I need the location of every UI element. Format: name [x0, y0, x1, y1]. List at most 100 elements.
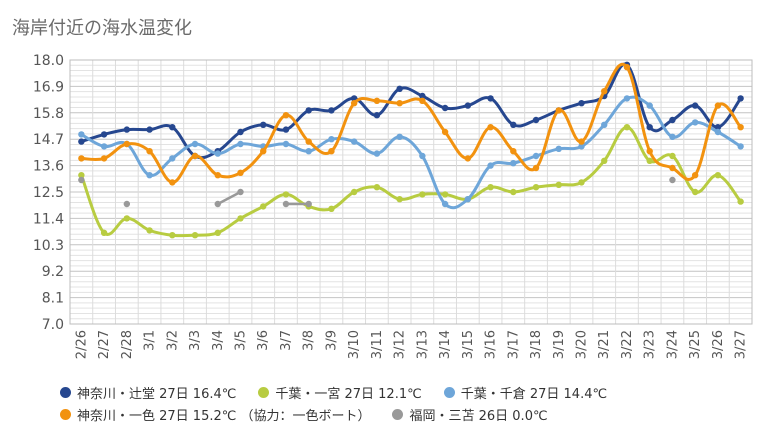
plot-frame [69, 59, 753, 325]
x-tick-label: 3/8 [302, 330, 317, 351]
data-point [260, 203, 267, 210]
legend-marker-tsujido [60, 386, 71, 398]
data-point [237, 215, 244, 222]
legend-marker-ichinomiya [258, 386, 270, 398]
x-tick-label: 3/4 [211, 330, 226, 351]
data-point [714, 172, 722, 179]
data-point [123, 140, 131, 148]
legend-row-2: 神奈川・一色 27日 15.2℃ （協力：一色ボート） 福岡・三苫 26日 0.… [60, 403, 760, 425]
data-point [578, 100, 585, 107]
x-tick-label: 3/10 [347, 330, 362, 359]
data-point [237, 128, 244, 136]
legend-marker-isshiki [60, 408, 71, 420]
data-point [737, 143, 744, 150]
y-tick-label: 12.5 [33, 185, 64, 201]
x-tick-label: 3/3 [188, 330, 203, 351]
data-point [669, 116, 676, 124]
y-tick-label: 14.7 [33, 132, 64, 148]
data-point [441, 191, 449, 198]
y-tick-label: 7.0 [42, 317, 64, 333]
data-point [396, 85, 403, 93]
data-point [691, 172, 699, 179]
data-point [214, 229, 221, 236]
x-tick-label: 3/12 [393, 330, 408, 359]
data-point [350, 188, 358, 196]
data-point [305, 138, 312, 145]
data-point [237, 140, 244, 148]
y-tick-label: 18.0 [33, 53, 64, 69]
data-point [191, 140, 199, 148]
y-tick-label: 15.8 [33, 106, 64, 122]
y-tick-label: 10.3 [33, 238, 64, 254]
legend-item-mitoma[interactable]: 福岡・三苫 26日 0.0℃ [392, 405, 548, 424]
data-point [396, 196, 403, 203]
data-point [464, 102, 472, 109]
legend-label-ichinomiya: 千葉・一宮 27日 12.1℃ [275, 386, 422, 402]
data-point [623, 124, 631, 131]
legend-row-1: 神奈川・辻堂 27日 16.4℃ 千葉・一宮 27日 12.1℃ 千葉・千倉 2… [60, 381, 760, 403]
data-point [646, 148, 653, 155]
data-point [260, 121, 267, 128]
x-tick-label: 3/21 [597, 330, 612, 359]
data-point [191, 152, 199, 160]
x-tick-label: 3/7 [279, 330, 294, 351]
data-point [146, 172, 153, 179]
y-tick-label: 13.6 [33, 159, 64, 175]
data-point [737, 95, 744, 102]
data-point [146, 126, 153, 133]
data-point [441, 104, 449, 112]
legend-item-ichinomiya[interactable]: 千葉・一宮 27日 12.1℃ [258, 383, 422, 402]
legend-item-isshiki[interactable]: 神奈川・一色 27日 15.2℃ （協力：一色ボート） [60, 405, 370, 424]
line-chart: 7.0 8.1 9.2 10.3 11.4 12.5 13.6 14.7 15.8 16.9 18.… [33, 53, 753, 359]
data-point [419, 152, 426, 160]
data-point [601, 157, 608, 164]
data-point [396, 100, 403, 107]
data-point [555, 145, 562, 152]
legend-label-mitoma: 福岡・三苫 26日 0.0℃ [409, 408, 548, 424]
legend-item-tsujido[interactable]: 神奈川・辻堂 27日 16.4℃ [60, 383, 236, 402]
data-point [237, 188, 244, 196]
data-point [169, 232, 176, 239]
x-tick-label: 3/17 [506, 330, 521, 359]
x-tick-label: 2/27 [97, 330, 112, 359]
data-point [714, 124, 722, 131]
data-point [100, 143, 108, 150]
x-tick-label: 3/27 [734, 330, 749, 359]
x-tick-label: 3/15 [461, 330, 476, 359]
data-point [737, 124, 744, 131]
data-point [214, 150, 221, 157]
x-tick-label: 3/24 [665, 330, 680, 359]
data-point [510, 188, 517, 196]
data-point [169, 155, 176, 162]
x-tick-label: 3/25 [688, 330, 703, 359]
data-point [646, 102, 653, 109]
axis-layer: 7.0 8.1 9.2 10.3 11.4 12.5 13.6 14.7 15.8 16.9 18.… [33, 53, 749, 359]
legend-item-chikura[interactable]: 千葉・千倉 27日 14.4℃ [443, 383, 607, 402]
data-point [441, 128, 449, 136]
legend: 神奈川・辻堂 27日 16.4℃ 千葉・一宮 27日 12.1℃ 千葉・千倉 2… [60, 381, 760, 425]
data-point [100, 155, 108, 162]
data-point [464, 196, 472, 203]
x-tick-label: 3/19 [552, 330, 567, 359]
data-point [464, 155, 472, 162]
data-point [305, 148, 312, 155]
data-point [646, 157, 653, 164]
data-point [373, 150, 381, 157]
data-point [237, 169, 244, 176]
x-tick-label: 3/23 [643, 330, 658, 359]
data-point [78, 155, 85, 162]
x-tick-label: 3/2 [165, 330, 180, 351]
data-point [691, 119, 699, 126]
x-tick-label: 2/28 [120, 330, 135, 359]
y-tick-label: 9.2 [42, 264, 64, 280]
data-point [691, 188, 699, 196]
data-point [532, 164, 540, 172]
data-point [100, 131, 108, 138]
data-point [532, 184, 540, 191]
data-point [646, 124, 653, 131]
chart-title: 海岸付近の海水温変化 [12, 18, 192, 39]
data-point [78, 176, 85, 184]
data-point [691, 102, 699, 109]
series-line [217, 190, 242, 206]
data-point [282, 126, 290, 133]
